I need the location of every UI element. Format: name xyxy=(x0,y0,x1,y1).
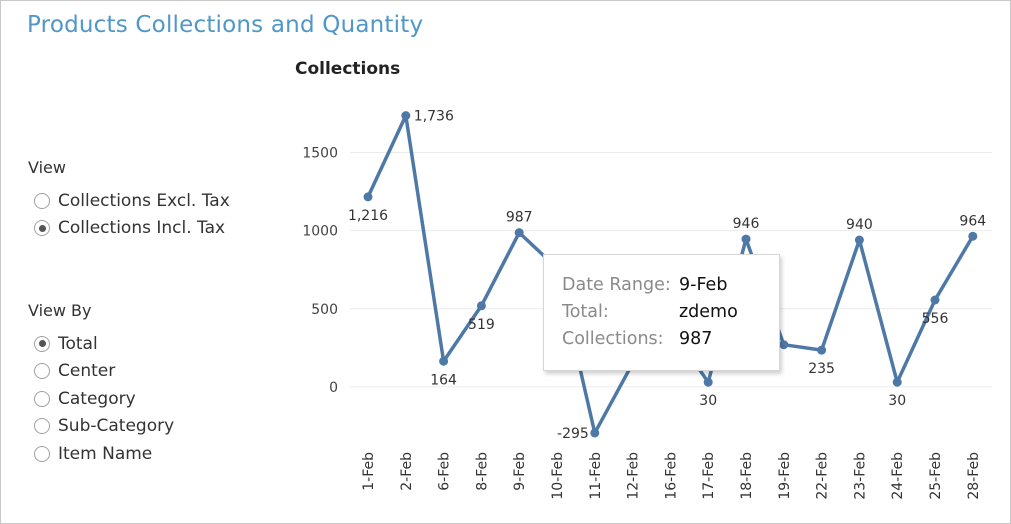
chart-tooltip: Date Range: 9-Feb Total: zdemo Collectio… xyxy=(543,254,780,371)
data-label: 946 xyxy=(733,216,760,232)
radio-button[interactable] xyxy=(34,418,50,435)
view-by-filter: View By Total Center Category Sub-Catego… xyxy=(28,301,174,468)
x-tick-label: 8-Feb xyxy=(474,452,490,491)
data-label: 1,216 xyxy=(348,208,388,224)
data-point xyxy=(590,428,600,438)
radio-button[interactable] xyxy=(34,192,50,209)
x-tick-label: 2-Feb xyxy=(399,452,415,491)
x-tick-label: 25-Feb xyxy=(928,452,944,500)
data-point xyxy=(439,356,449,366)
data-label: -295 xyxy=(557,426,589,442)
tooltip-label: Date Range: xyxy=(562,274,671,295)
view-option-incl-tax[interactable]: Collections Incl. Tax xyxy=(28,215,230,243)
data-point xyxy=(968,231,978,241)
data-point xyxy=(817,345,827,355)
x-tick-label: 16-Feb xyxy=(663,452,679,500)
data-point xyxy=(779,340,789,350)
data-label: 30 xyxy=(699,393,717,409)
radio-button[interactable] xyxy=(34,445,50,462)
x-tick-label: 22-Feb xyxy=(815,452,831,500)
view-option-label: Collections Excl. Tax xyxy=(58,190,230,211)
view-by-option-label: Sub-Category xyxy=(58,416,175,437)
data-label: 30 xyxy=(888,393,906,409)
tooltip-label: Total: xyxy=(562,301,609,322)
data-label: 1,736 xyxy=(414,109,454,125)
radio-button-selected[interactable] xyxy=(34,335,50,352)
view-by-option-category[interactable]: Category xyxy=(28,385,174,413)
view-by-option-label: Center xyxy=(58,361,116,382)
view-filter: View Collections Excl. Tax Collections I… xyxy=(28,158,230,242)
data-label: 519 xyxy=(468,317,495,333)
x-tick-label: 11-Feb xyxy=(588,452,604,500)
x-tick-label: 28-Feb xyxy=(966,452,982,500)
view-by-option-label: Total xyxy=(58,333,98,354)
data-point xyxy=(514,228,524,238)
view-by-option-item-name[interactable]: Item Name xyxy=(28,440,174,468)
data-point xyxy=(854,235,864,245)
data-point xyxy=(476,301,486,311)
data-label: 235 xyxy=(808,361,835,377)
x-tick-label: 18-Feb xyxy=(739,452,755,500)
x-tick-label: 23-Feb xyxy=(852,452,868,500)
radio-button-selected[interactable] xyxy=(34,220,50,237)
y-tick-label: 0 xyxy=(329,380,338,396)
tooltip-label: Collections: xyxy=(562,328,664,349)
radio-button[interactable] xyxy=(34,390,50,407)
y-tick-label: 500 xyxy=(311,302,338,318)
view-filter-label: View xyxy=(28,158,66,177)
tooltip-row-total: Total: zdemo xyxy=(562,298,779,325)
x-tick-label: 1-Feb xyxy=(361,452,377,491)
data-label: 940 xyxy=(846,217,873,233)
data-label: 987 xyxy=(506,210,533,226)
view-by-option-label: Category xyxy=(58,388,136,409)
data-point xyxy=(703,377,713,387)
tooltip-value: zdemo xyxy=(679,301,738,322)
page-title: Products Collections and Quantity xyxy=(27,12,424,38)
data-point xyxy=(741,234,751,244)
x-tick-label: 17-Feb xyxy=(701,452,717,500)
data-label: 556 xyxy=(922,311,949,327)
tooltip-value: 9-Feb xyxy=(679,274,728,295)
view-option-excl-tax[interactable]: Collections Excl. Tax xyxy=(28,187,230,215)
chart-title: Collections xyxy=(295,59,401,79)
view-by-option-sub-category[interactable]: Sub-Category xyxy=(28,413,174,441)
data-label: 164 xyxy=(430,372,457,388)
data-point xyxy=(363,192,373,202)
view-option-label: Collections Incl. Tax xyxy=(58,218,226,239)
x-tick-label: 24-Feb xyxy=(890,452,906,500)
y-tick-label: 1000 xyxy=(302,224,338,240)
view-by-option-total[interactable]: Total xyxy=(28,330,174,358)
x-tick-label: 6-Feb xyxy=(437,452,453,491)
x-tick-label: 10-Feb xyxy=(550,452,566,500)
data-label: 964 xyxy=(959,213,986,229)
x-tick-label: 19-Feb xyxy=(777,452,793,500)
view-by-option-label: Item Name xyxy=(58,443,153,464)
data-point xyxy=(892,377,902,387)
view-by-option-center[interactable]: Center xyxy=(28,358,174,386)
data-point xyxy=(401,111,411,121)
radio-button[interactable] xyxy=(34,363,50,380)
x-tick-label: 12-Feb xyxy=(626,452,642,500)
y-tick-label: 1500 xyxy=(302,146,338,162)
view-by-filter-label: View By xyxy=(28,301,92,320)
tooltip-row-date-range: Date Range: 9-Feb xyxy=(562,271,779,298)
x-tick-label: 9-Feb xyxy=(512,452,528,491)
tooltip-value: 987 xyxy=(679,328,713,349)
tooltip-row-collections: Collections: 987 xyxy=(562,325,779,352)
data-point xyxy=(930,295,940,305)
